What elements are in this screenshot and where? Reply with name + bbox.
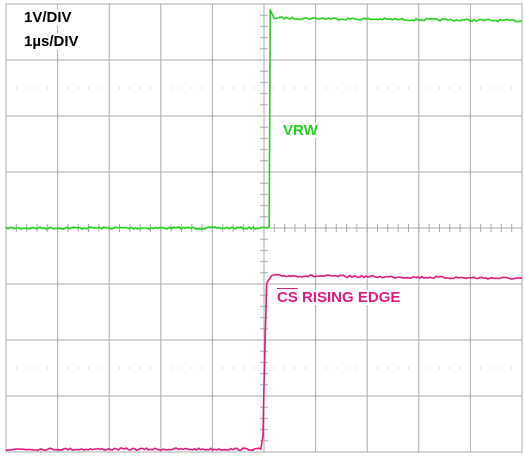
grid-dot bbox=[26, 87, 28, 89]
grid-dot bbox=[98, 367, 100, 369]
grid-dot bbox=[170, 367, 172, 369]
volts-per-div-label: 1V/DIV bbox=[22, 9, 74, 26]
grid-dot bbox=[191, 87, 193, 89]
grid-dot bbox=[98, 87, 100, 89]
grid-dot bbox=[490, 367, 492, 369]
grid-dot bbox=[325, 87, 327, 89]
grid-dot bbox=[180, 367, 182, 369]
grid-dot bbox=[438, 87, 440, 89]
grid-dot bbox=[294, 87, 296, 89]
grid-dot bbox=[232, 367, 234, 369]
grid-dot bbox=[500, 367, 502, 369]
grid-dot bbox=[511, 87, 513, 89]
grid-dot bbox=[232, 87, 234, 89]
cs-label-name: CS bbox=[277, 289, 298, 306]
grid-dot bbox=[67, 87, 69, 89]
grid-dot bbox=[253, 367, 255, 369]
grid-dot bbox=[88, 367, 90, 369]
grid-dot bbox=[356, 87, 358, 89]
grid-dot bbox=[222, 87, 224, 89]
cs-trace-label: CS RISING EDGE bbox=[275, 289, 403, 306]
grid-dot bbox=[149, 87, 151, 89]
grid-dot bbox=[139, 87, 141, 89]
grid-dot bbox=[139, 367, 141, 369]
grid-dot bbox=[26, 367, 28, 369]
grid-dot bbox=[407, 87, 409, 89]
grid-dot bbox=[407, 367, 409, 369]
grid-dot bbox=[253, 87, 255, 89]
grid-dot bbox=[294, 367, 296, 369]
grid-dot bbox=[500, 87, 502, 89]
grid-dot bbox=[387, 367, 389, 369]
grid-dot bbox=[201, 87, 203, 89]
grid-dot bbox=[397, 87, 399, 89]
trace-cs bbox=[5, 273, 523, 452]
grid-dot bbox=[149, 367, 151, 369]
grid-dot bbox=[480, 367, 482, 369]
grid-dot bbox=[346, 87, 348, 89]
grid-dot bbox=[304, 367, 306, 369]
grid-dot bbox=[459, 367, 461, 369]
grid-dot bbox=[377, 87, 379, 89]
grid-dot bbox=[335, 367, 337, 369]
grid-dot bbox=[36, 367, 38, 369]
vrw-trace-label: VRW bbox=[281, 123, 320, 138]
grid-dot bbox=[428, 367, 430, 369]
grid-dot bbox=[273, 87, 275, 89]
grid-dot bbox=[346, 367, 348, 369]
grid-dot bbox=[46, 87, 48, 89]
grid-dot bbox=[77, 87, 79, 89]
vrw-label-text: VRW bbox=[283, 122, 318, 139]
grid-dot bbox=[15, 87, 17, 89]
grid-dot bbox=[449, 367, 451, 369]
grid-dot bbox=[490, 87, 492, 89]
grid-dot bbox=[170, 87, 172, 89]
grid-dot bbox=[191, 367, 193, 369]
grid-dot bbox=[119, 87, 121, 89]
grid-dot bbox=[46, 367, 48, 369]
grid-dot bbox=[356, 367, 358, 369]
grid-dot bbox=[387, 87, 389, 89]
grid-dot bbox=[67, 367, 69, 369]
grid-dot bbox=[129, 367, 131, 369]
grid-dot bbox=[459, 87, 461, 89]
time-per-div-label: 1µs/DIV bbox=[22, 33, 81, 50]
grid-dot bbox=[511, 367, 513, 369]
grid-dot bbox=[15, 367, 17, 369]
grid-dot bbox=[304, 87, 306, 89]
grid-dot bbox=[222, 367, 224, 369]
cs-label-rest: RISING EDGE bbox=[297, 289, 401, 306]
grid-dot bbox=[88, 87, 90, 89]
grid-dot bbox=[77, 367, 79, 369]
grid-dot bbox=[449, 87, 451, 89]
trace-vrw bbox=[5, 8, 523, 230]
grid-dot bbox=[180, 87, 182, 89]
grid-dot bbox=[242, 367, 244, 369]
grid-dot bbox=[480, 87, 482, 89]
grid-dot bbox=[119, 367, 121, 369]
grid-dot bbox=[438, 367, 440, 369]
grid-dot bbox=[201, 367, 203, 369]
grid-dot bbox=[397, 367, 399, 369]
grid-dot bbox=[36, 87, 38, 89]
grid-dot bbox=[335, 87, 337, 89]
grid-dot bbox=[242, 87, 244, 89]
grid-dot bbox=[129, 87, 131, 89]
grid-dot bbox=[284, 87, 286, 89]
grid-dot bbox=[284, 367, 286, 369]
grid-dot bbox=[273, 367, 275, 369]
grid-dot bbox=[325, 367, 327, 369]
grid-dot bbox=[377, 367, 379, 369]
grid-dot bbox=[428, 87, 430, 89]
